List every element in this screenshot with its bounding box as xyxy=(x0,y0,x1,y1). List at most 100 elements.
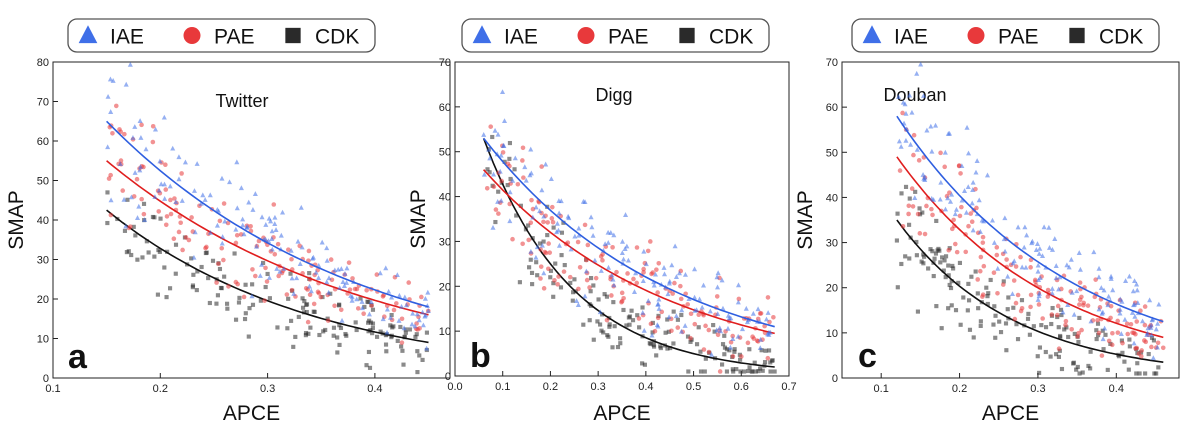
data-point xyxy=(128,224,133,229)
data-point xyxy=(933,251,939,256)
data-point xyxy=(954,249,960,255)
data-point xyxy=(934,304,939,309)
data-point xyxy=(651,342,656,347)
data-point xyxy=(958,171,963,176)
data-point xyxy=(507,218,513,224)
legend-box xyxy=(67,18,376,53)
data-point xyxy=(1009,291,1016,297)
data-point xyxy=(167,286,173,291)
data-point xyxy=(220,234,226,239)
data-point xyxy=(1100,336,1106,342)
data-point xyxy=(899,191,904,196)
data-point xyxy=(1054,312,1060,318)
data-point xyxy=(953,206,959,212)
data-point xyxy=(202,197,208,202)
data-point xyxy=(195,269,200,274)
data-point xyxy=(141,211,147,217)
y-tick-label: 10 xyxy=(439,326,451,338)
data-point xyxy=(991,240,997,245)
data-point xyxy=(134,176,140,182)
data-point xyxy=(1056,325,1061,330)
data-point xyxy=(652,328,658,334)
data-point xyxy=(182,159,188,165)
data-point xyxy=(1015,224,1021,230)
data-point xyxy=(562,263,567,268)
data-point xyxy=(730,333,735,339)
fit-curve-iae xyxy=(482,137,775,328)
data-point xyxy=(720,342,726,347)
data-point xyxy=(1060,309,1066,315)
data-point xyxy=(1069,289,1075,295)
data-point xyxy=(661,265,667,270)
x-axis-label: APCE xyxy=(223,402,280,425)
legend-label-pae: PAE xyxy=(998,26,1038,49)
data-point xyxy=(604,317,610,323)
data-point xyxy=(1076,250,1082,256)
data-point xyxy=(913,189,918,194)
data-point xyxy=(319,239,325,245)
y-tick-label: 60 xyxy=(826,102,838,114)
data-point xyxy=(753,369,758,374)
y-tick-label: 20 xyxy=(826,283,838,295)
data-point xyxy=(304,309,309,315)
data-point xyxy=(242,316,248,322)
data-point xyxy=(123,223,129,229)
data-point xyxy=(558,285,564,290)
data-point xyxy=(768,369,773,374)
data-point xyxy=(137,118,143,123)
data-point xyxy=(359,299,365,304)
data-point xyxy=(274,266,280,271)
data-point xyxy=(332,303,337,309)
data-point xyxy=(587,318,592,323)
data-point xyxy=(1156,365,1161,370)
data-point xyxy=(156,209,162,214)
data-point xyxy=(909,186,915,191)
data-point xyxy=(222,218,228,224)
data-point xyxy=(395,338,400,343)
data-point xyxy=(539,242,545,248)
data-point xyxy=(222,274,227,279)
data-point xyxy=(370,307,376,312)
data-point xyxy=(1028,292,1034,298)
data-point xyxy=(521,175,526,180)
data-point xyxy=(105,93,111,99)
data-point xyxy=(909,109,915,115)
data-point xyxy=(361,311,366,316)
data-point xyxy=(1043,349,1048,355)
data-point xyxy=(766,348,772,353)
data-point xyxy=(324,279,330,285)
y-tick-label: 40 xyxy=(826,192,838,204)
data-point xyxy=(929,195,935,201)
data-point xyxy=(1001,236,1007,242)
data-point xyxy=(1136,351,1142,356)
data-point xyxy=(735,299,741,305)
data-point xyxy=(158,181,164,187)
data-point xyxy=(289,256,294,262)
data-point xyxy=(186,237,192,243)
data-point xyxy=(650,270,656,275)
data-point xyxy=(131,224,136,229)
data-point xyxy=(1140,318,1146,324)
data-point xyxy=(122,228,128,233)
x-tick-label: 0.3 xyxy=(1030,383,1045,395)
data-point xyxy=(618,336,623,341)
data-point xyxy=(762,360,768,365)
data-point xyxy=(1062,327,1067,332)
y-tick-label: 30 xyxy=(439,236,451,248)
data-point xyxy=(162,265,167,270)
data-point xyxy=(235,281,240,287)
data-point xyxy=(1108,303,1114,309)
data-point xyxy=(300,305,306,310)
data-point xyxy=(679,307,685,313)
data-point xyxy=(335,335,340,340)
data-point xyxy=(1095,321,1101,326)
data-point xyxy=(1079,327,1084,333)
data-point xyxy=(1055,303,1061,309)
data-point xyxy=(221,201,227,206)
data-point xyxy=(1156,301,1162,307)
data-point xyxy=(383,265,389,271)
data-point xyxy=(976,197,982,203)
data-point xyxy=(706,349,712,355)
x-tick-label: 0.6 xyxy=(734,381,749,393)
